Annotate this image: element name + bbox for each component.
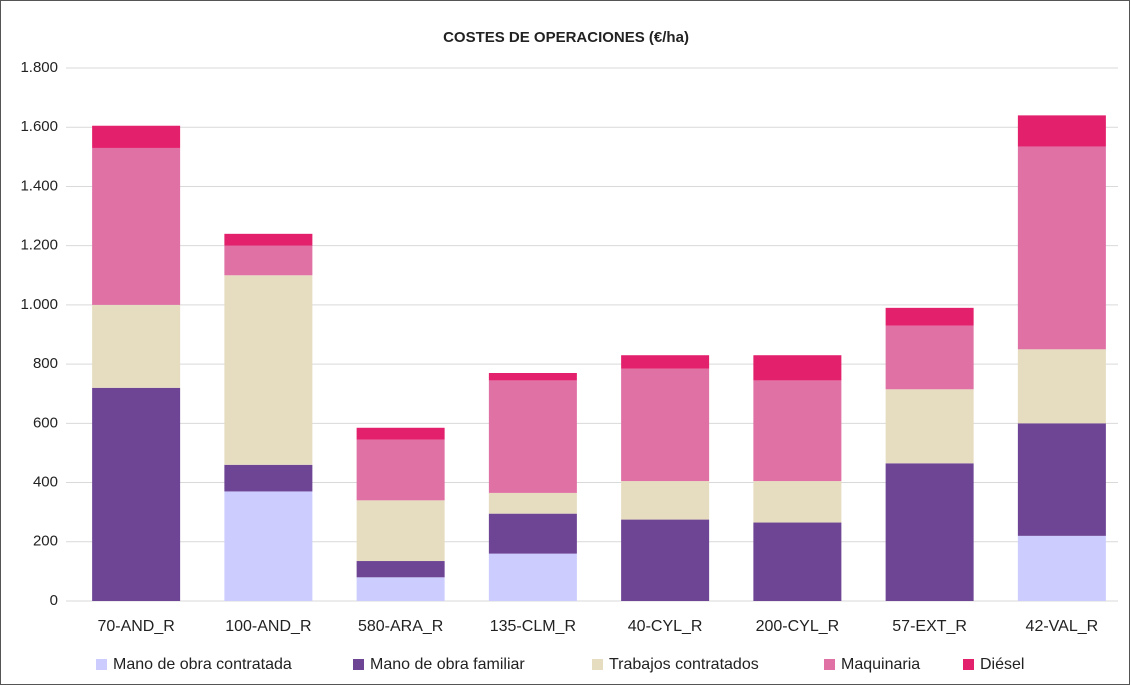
chart-title: COSTES DE OPERACIONES (€/ha): [443, 29, 689, 46]
bar-segment: [488, 513, 577, 554]
bar-segment: [1017, 423, 1106, 536]
bar-segment: [621, 355, 710, 369]
bar-segment: [224, 245, 313, 276]
legend-label: Mano de obra contratada: [113, 656, 292, 673]
bar-segment: [356, 427, 445, 440]
legend-swatch: [353, 659, 364, 670]
legend-swatch: [963, 659, 974, 670]
bar-segment: [885, 325, 974, 390]
legend-label: Maquinaria: [841, 656, 920, 673]
x-tick-label: 57-EXT_R: [892, 618, 967, 635]
bar-segment: [488, 372, 577, 381]
bar-segment: [224, 275, 313, 465]
legend-label: Mano de obra familiar: [370, 656, 525, 673]
legend-label: Diésel: [980, 656, 1024, 673]
x-tick-label: 40-CYL_R: [628, 618, 703, 635]
x-tick-label: 200-CYL_R: [756, 618, 840, 635]
y-tick-label: 1.800: [20, 59, 58, 76]
y-tick-label: 1.000: [20, 296, 58, 313]
bar-segment: [1017, 115, 1106, 147]
bar-segment: [92, 147, 181, 305]
x-tick-label: 100-AND_R: [225, 618, 311, 635]
legend-swatch: [592, 659, 603, 670]
bar-segment: [753, 380, 842, 482]
bar-segment: [885, 389, 974, 464]
bar-segment: [92, 304, 181, 388]
bar-segment: [356, 561, 445, 578]
y-tick-label: 0: [50, 592, 58, 609]
bar-segment: [224, 491, 313, 601]
bar-segment: [356, 439, 445, 501]
y-tick-label: 600: [33, 414, 58, 431]
y-tick-label: 1.400: [20, 177, 58, 194]
y-tick-label: 200: [33, 533, 58, 550]
bar-segment: [1017, 535, 1106, 601]
legend-swatch: [824, 659, 835, 670]
bar-segment: [621, 368, 710, 482]
x-tick-label: 580-ARA_R: [358, 618, 443, 635]
y-tick-label: 800: [33, 355, 58, 372]
bar-segment: [885, 307, 974, 326]
x-tick-label: 70-AND_R: [97, 618, 174, 635]
bar-segment: [356, 577, 445, 601]
bar-segment: [92, 125, 181, 148]
bar-segment: [488, 553, 577, 601]
y-tick-label: 1.200: [20, 237, 58, 254]
bar-segment: [1017, 146, 1106, 350]
bar-segment: [488, 492, 577, 514]
bar-segment: [621, 519, 710, 601]
bar-segment: [488, 380, 577, 493]
x-tick-label: 135-CLM_R: [490, 618, 576, 635]
bar-segment: [224, 233, 313, 246]
y-tick-label: 1.600: [20, 118, 58, 135]
bar-segment: [356, 500, 445, 562]
bar-segment: [753, 355, 842, 381]
bar-segment: [224, 464, 313, 492]
bar-segment: [1017, 349, 1106, 424]
legend-label: Trabajos contratados: [609, 656, 759, 673]
legend-swatch: [96, 659, 107, 670]
bar-segment: [885, 463, 974, 601]
x-tick-label: 42-VAL_R: [1026, 618, 1099, 635]
bar-segment: [753, 522, 842, 601]
bar-segment: [621, 481, 710, 520]
y-tick-label: 400: [33, 474, 58, 491]
bar-segment: [753, 481, 842, 523]
bar-segment: [92, 387, 181, 601]
